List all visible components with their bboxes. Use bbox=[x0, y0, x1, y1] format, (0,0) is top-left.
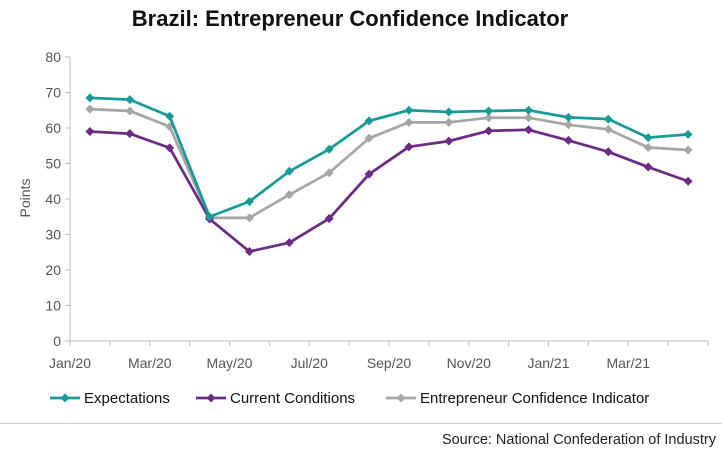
data-point bbox=[444, 107, 454, 117]
data-point bbox=[284, 190, 294, 200]
series-entrepreneur-confidence-indicator bbox=[85, 104, 693, 223]
series-line bbox=[89, 128, 689, 253]
data-point bbox=[484, 113, 494, 123]
y-tick-label: 80 bbox=[45, 49, 61, 65]
x-tick-label: Nov/20 bbox=[447, 355, 492, 371]
data-point bbox=[125, 129, 135, 139]
data-point bbox=[85, 93, 95, 103]
data-point bbox=[85, 127, 95, 137]
legend-swatch-marker bbox=[60, 393, 70, 403]
data-point bbox=[125, 106, 135, 116]
data-point bbox=[603, 114, 613, 124]
legend-label: Entrepreneur Confidence Indicator bbox=[420, 390, 649, 407]
legend-item-expectations: Expectations bbox=[50, 390, 170, 407]
legend: Expectations Current Conditions Entreprene… bbox=[50, 390, 649, 407]
data-point bbox=[683, 145, 693, 155]
y-tick-label: 40 bbox=[45, 191, 61, 207]
data-point bbox=[85, 104, 95, 114]
data-point bbox=[404, 117, 414, 127]
y-tick-label: 30 bbox=[45, 227, 61, 243]
x-tick-label: Jul/20 bbox=[291, 355, 329, 371]
data-point bbox=[563, 135, 573, 145]
data-point bbox=[324, 214, 334, 224]
x-axis-ticks: Jan/20 Mar/20 May/20 Jul/20 Sep/20 Nov/20 Jan/… bbox=[49, 341, 709, 371]
x-tick-label: Jan/20 bbox=[49, 355, 91, 371]
y-tick-label: 60 bbox=[45, 120, 61, 136]
series-layer bbox=[85, 93, 693, 257]
legend-item-entrepreneur-confidence-indicator: Entrepreneur Confidence Indicator bbox=[386, 390, 649, 407]
data-point bbox=[563, 112, 573, 122]
axes bbox=[69, 57, 708, 342]
series-current-conditions bbox=[85, 125, 693, 257]
x-tick-label: Jan/21 bbox=[527, 355, 569, 371]
data-point bbox=[165, 111, 175, 121]
data-point bbox=[524, 113, 534, 123]
legend-swatch-marker bbox=[396, 393, 406, 403]
data-point bbox=[404, 105, 414, 115]
y-axis-title: Points bbox=[17, 179, 33, 218]
series-expectations bbox=[85, 93, 693, 222]
data-point bbox=[324, 168, 334, 178]
data-point bbox=[244, 247, 254, 257]
data-point bbox=[444, 117, 454, 127]
series-line bbox=[89, 107, 689, 220]
y-axis-ticks: 0 10 20 30 40 50 60 70 80 bbox=[45, 49, 70, 349]
y-tick-label: 10 bbox=[45, 298, 61, 314]
data-point bbox=[284, 166, 294, 176]
data-point bbox=[484, 106, 494, 116]
data-point bbox=[683, 129, 693, 139]
y-tick-label: 20 bbox=[45, 262, 61, 278]
legend-label: Current Conditions bbox=[230, 390, 355, 407]
line-chart: 0 10 20 30 40 50 60 70 80 Jan/20 Mar/20 May/20 Jul/… bbox=[17, 49, 709, 407]
data-point bbox=[643, 162, 653, 172]
chart-title: Brazil: Entrepreneur Confidence Indicato… bbox=[131, 6, 569, 31]
data-point bbox=[364, 133, 374, 143]
legend-label: Expectations bbox=[84, 390, 170, 407]
divider bbox=[0, 423, 722, 424]
data-point bbox=[643, 133, 653, 143]
x-tick-label: May/20 bbox=[207, 355, 253, 371]
y-tick-label: 50 bbox=[45, 156, 61, 172]
data-point bbox=[603, 124, 613, 134]
data-point bbox=[165, 143, 175, 153]
data-point bbox=[244, 213, 254, 223]
data-point bbox=[404, 142, 414, 152]
data-point bbox=[364, 116, 374, 126]
y-tick-label: 70 bbox=[45, 85, 61, 101]
data-point bbox=[524, 105, 534, 115]
data-point bbox=[643, 143, 653, 153]
x-tick-label: Mar/20 bbox=[128, 355, 172, 371]
data-point bbox=[524, 125, 534, 135]
source-note: Source: National Confederation of Indust… bbox=[441, 432, 716, 448]
data-point bbox=[484, 126, 494, 136]
series-line bbox=[89, 96, 689, 219]
data-point bbox=[284, 238, 294, 248]
legend-swatch-marker bbox=[206, 393, 216, 403]
x-tick-label: Mar/21 bbox=[606, 355, 650, 371]
data-point bbox=[683, 176, 693, 186]
data-point bbox=[444, 136, 454, 146]
data-point bbox=[205, 212, 215, 222]
data-point bbox=[603, 147, 613, 157]
data-point bbox=[244, 196, 254, 206]
x-tick-label: Sep/20 bbox=[367, 355, 412, 371]
y-tick-label: 0 bbox=[53, 333, 61, 349]
data-point bbox=[125, 95, 135, 105]
data-point bbox=[563, 120, 573, 130]
data-point bbox=[364, 169, 374, 179]
legend-item-current-conditions: Current Conditions bbox=[196, 390, 355, 407]
data-point bbox=[324, 144, 334, 154]
